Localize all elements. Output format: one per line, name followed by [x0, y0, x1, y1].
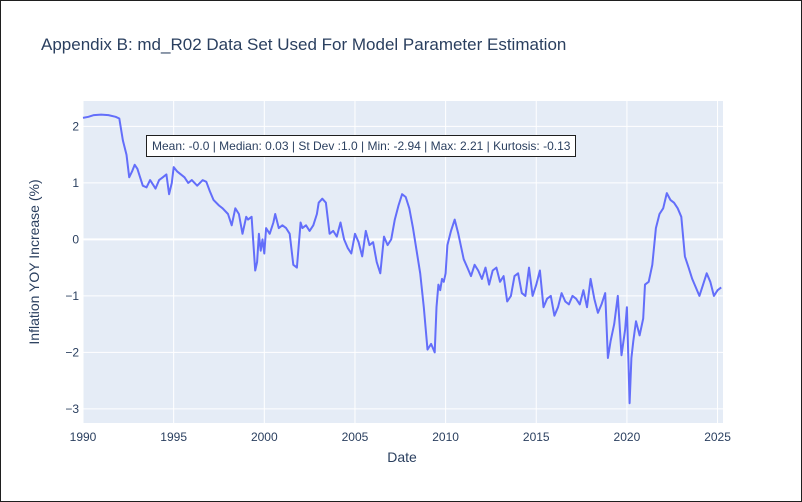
chart-title: Appendix B: md_R02 Data Set Used For Mod…	[41, 35, 567, 54]
y-tick-label: 2	[72, 119, 79, 133]
y-tick-label: −2	[65, 345, 79, 359]
x-axis-title: Date	[387, 449, 417, 465]
x-tick-labels: 1990 1995 2000 2005 2010 2015 2020 2025	[70, 430, 732, 444]
y-tick-label: −1	[65, 289, 79, 303]
y-tick-label: −3	[65, 402, 79, 416]
stats-annotation: Mean: -0.0 | Median: 0.03 | St Dev :1.0 …	[146, 135, 577, 157]
x-tick-label: 2005	[342, 430, 369, 444]
y-tick-label: 1	[72, 176, 79, 190]
x-tick-label: 2010	[432, 430, 459, 444]
x-tick-label: 1995	[160, 430, 187, 444]
x-tick-label: 1990	[70, 430, 97, 444]
x-tick-label: 2015	[523, 430, 550, 444]
y-axis-title: Inflation YOY Increase (%)	[26, 179, 42, 344]
series-line	[82, 113, 722, 405]
y-tick-labels: 2 1 0 −1 −2 −3	[65, 119, 79, 415]
x-tick-label: 2000	[251, 430, 278, 444]
y-tick-label: 0	[72, 232, 79, 246]
x-tick-label: 2025	[704, 430, 731, 444]
x-tick-label: 2020	[614, 430, 641, 444]
